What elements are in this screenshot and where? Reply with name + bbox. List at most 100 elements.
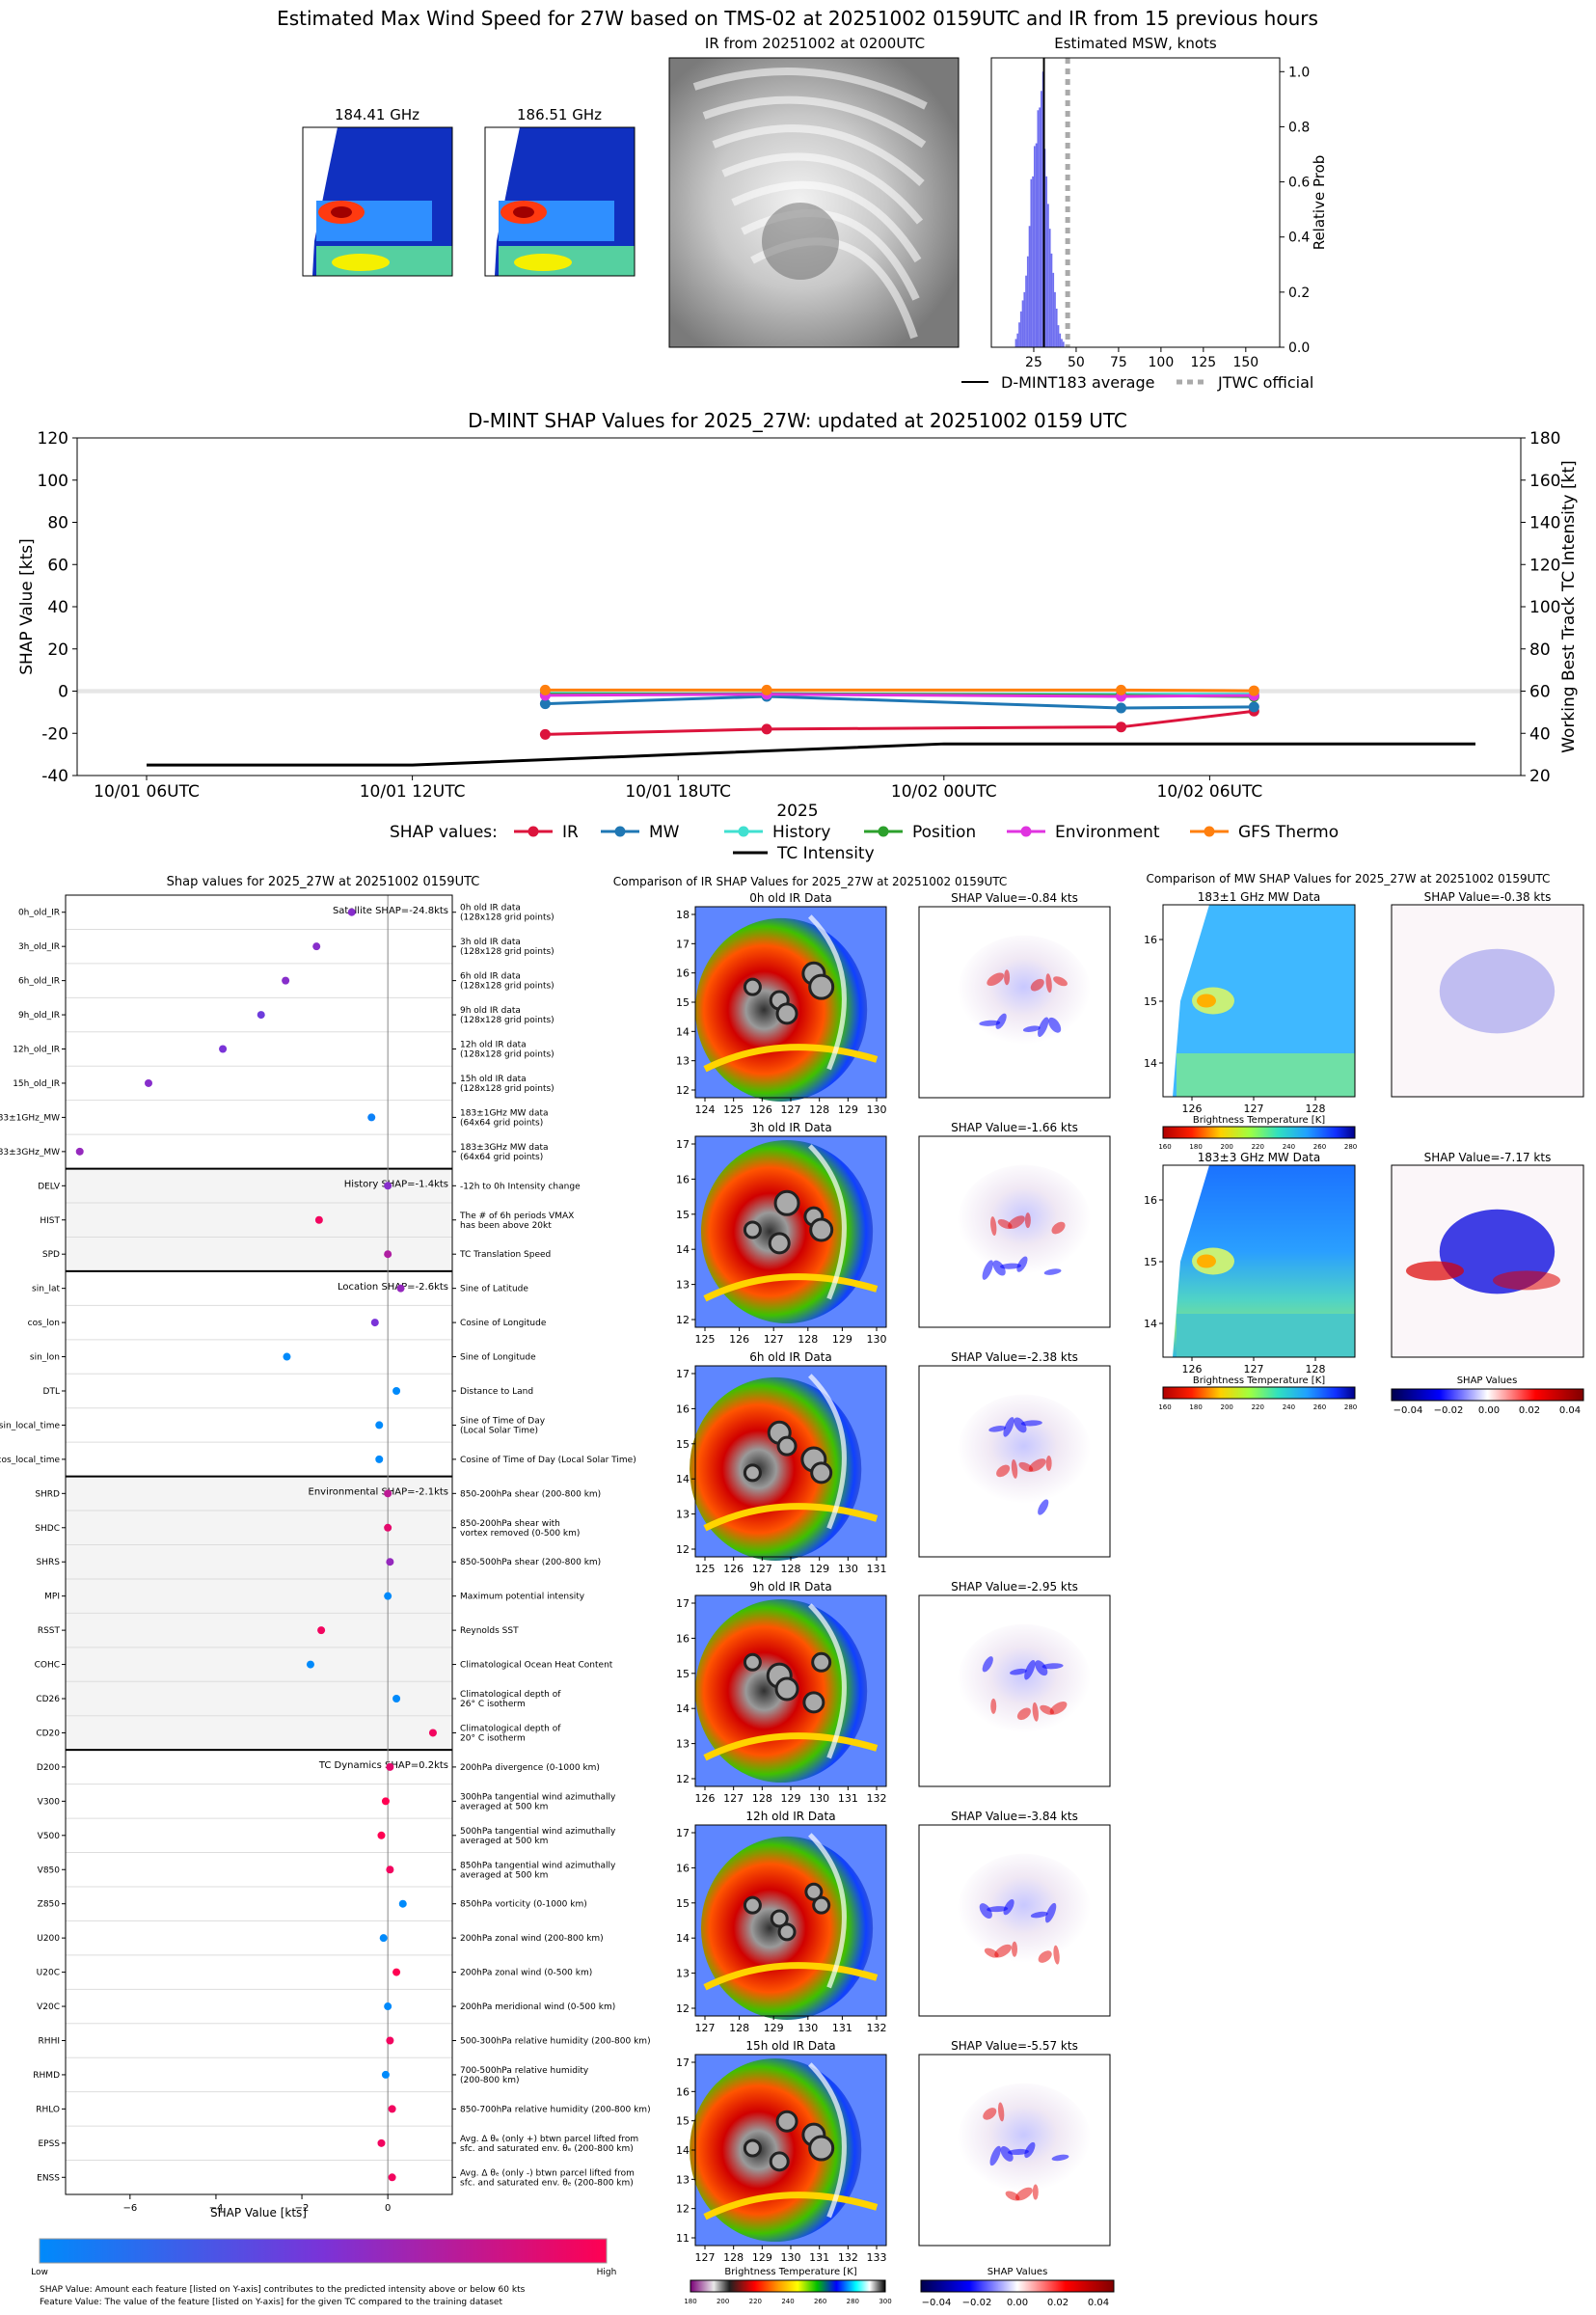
shap-feature-mark (1018, 1461, 1034, 1472)
ir-shap-cbar-tick: −0.02 (962, 2298, 992, 2308)
cloud-band (702, 95, 927, 149)
shap-feature-mark (990, 1216, 997, 1237)
ir-hot-tower (743, 977, 762, 996)
x-tick-label: 10/01 12UTC (360, 782, 466, 802)
panel-title: 186.51 GHz (517, 106, 602, 123)
shap-feature-mark (1024, 1212, 1031, 1229)
ir-outer-band (808, 914, 847, 1071)
mw-cbar-tick: 220 (1252, 1143, 1264, 1151)
y-tick-label: 15 (676, 1897, 690, 1910)
group-label: Satellite SHAP=-24.8kts (333, 906, 448, 916)
ir-cbar-tick: 200 (717, 2298, 729, 2305)
ir-spiral-band (703, 1044, 879, 1073)
intensity-line (147, 742, 1475, 767)
panel-frame (302, 126, 453, 277)
y-tick-label: 13 (676, 1968, 690, 1980)
x-tick-label: 129 (832, 1333, 852, 1346)
feature-desc: (64x64 grid points) (460, 1118, 543, 1128)
mw-swath (1173, 1165, 1355, 1357)
ir-hot-tower (808, 2135, 835, 2162)
y2-tick-label: 160 (1529, 472, 1560, 491)
hist-bar (1057, 325, 1060, 347)
hist-bar (1054, 291, 1056, 347)
feature-name: 183±3GHz_MW (0, 1148, 60, 1158)
legend-label: MW (649, 823, 680, 842)
feature-desc: (128x128 grid points) (460, 947, 555, 957)
y-tick-label: 13 (676, 1509, 690, 1521)
feature-desc: Cosine of Time of Day (Local Solar Time) (460, 1456, 636, 1465)
series-point (1116, 702, 1127, 714)
feature-desc: sfc. and saturated env. θₑ (200-800 km) (460, 2178, 634, 2188)
shap-feature-mark (995, 1013, 1007, 1029)
hist-bar (1028, 226, 1031, 347)
y-tick-label: 18 (676, 909, 690, 921)
hist-bar (1047, 204, 1049, 347)
y-tick-label: 12 (676, 1543, 690, 1556)
series-point (539, 728, 551, 740)
feature-desc: 500hPa tangential wind azimuthally (460, 1827, 616, 1837)
mw-warm-core (1197, 994, 1216, 1008)
time-xlabel: 2025 (776, 802, 818, 821)
ir-hot-tower (743, 1463, 762, 1483)
shap-feature-mark (979, 1903, 992, 1920)
x-tick-label: 130 (781, 2251, 801, 2264)
y-tick-label: 15 (1144, 1256, 1157, 1268)
shap-feature-mark (1044, 1902, 1057, 1923)
x-tick-label: 128 (781, 1563, 801, 1575)
feature-desc: 200hPa meridional wind (0-500 km) (460, 2002, 615, 2012)
x-tick-label: 150 (1232, 355, 1258, 370)
feature-name: SHDC (35, 1524, 60, 1534)
feature-name: 9h_old_IR (18, 1011, 60, 1021)
x-tick-label: 128 (729, 2022, 749, 2034)
ir-cbar-tick: 280 (847, 2298, 859, 2305)
feature-name: 12h_old_IR (13, 1046, 60, 1055)
feature-desc: The # of 6h periods VMAX (459, 1212, 574, 1221)
feature-desc: Sine of Longitude (460, 1353, 536, 1363)
feature-desc: 12h old IR data (460, 1041, 527, 1050)
shap-feature-mark (1004, 969, 1011, 986)
ir-hot-tower (743, 1652, 762, 1672)
y-tick-label: 1.0 (1288, 65, 1310, 80)
hist-bar (1032, 176, 1034, 347)
mw-cbar-tick: 260 (1313, 1143, 1326, 1151)
shap-feature-mark (1045, 973, 1052, 994)
hist-ylabel: Relative Prob (1311, 155, 1328, 251)
y-tick-label: 0 (58, 683, 68, 702)
feature-name: RHMD (33, 2071, 60, 2081)
legend-label: History (772, 823, 830, 842)
ir-cbar-tick: 220 (749, 2298, 762, 2305)
feature-desc: 0h old IR data (460, 904, 521, 913)
feature-desc: 183±1GHz MW data (460, 1108, 549, 1118)
ir-hot-tower (743, 1220, 762, 1239)
ir-spiral-band (703, 1732, 879, 1761)
y-tick-label: 14 (676, 2144, 690, 2157)
hist-bar (1023, 291, 1026, 347)
ir-outer-band (808, 1833, 847, 1989)
time-title: D-MINT SHAP Values for 2025_27W: updated… (468, 409, 1127, 432)
mw-cbar-tick: 180 (1189, 1143, 1202, 1151)
hist-bar (1055, 309, 1058, 347)
series-point (761, 684, 772, 695)
y-tick-label: 15 (676, 1668, 690, 1680)
mw-swath (1173, 905, 1355, 1097)
x-tick-label: 130 (838, 1563, 858, 1575)
hist-bar (1018, 322, 1020, 347)
feature-dot (257, 1011, 265, 1020)
shap-feature-mark (1047, 1017, 1062, 1033)
x-tick-label: 125 (695, 1333, 716, 1346)
ir-hot-tower (804, 1882, 824, 1901)
feature-name: 183±1GHz_MW (0, 1113, 60, 1123)
hist-bar (1016, 333, 1019, 347)
feature-name: EPSS (38, 2139, 60, 2149)
cbar-high: High (597, 2268, 617, 2277)
ir-row-data-title: 12h old IR Data (745, 1810, 835, 1823)
legend-swatch-dot (878, 826, 889, 837)
shap-feature-mark (1041, 1663, 1064, 1670)
shap-feature-mark (1024, 2141, 1036, 2159)
feature-desc: averaged at 500 km (460, 1802, 548, 1811)
ir-hot-tower (808, 973, 835, 1000)
x-tick-label: 126 (723, 1563, 744, 1575)
y-tick-label: 16 (676, 1173, 690, 1185)
x-tick-label: 130 (798, 2022, 818, 2034)
feature-dot (314, 1215, 323, 1224)
